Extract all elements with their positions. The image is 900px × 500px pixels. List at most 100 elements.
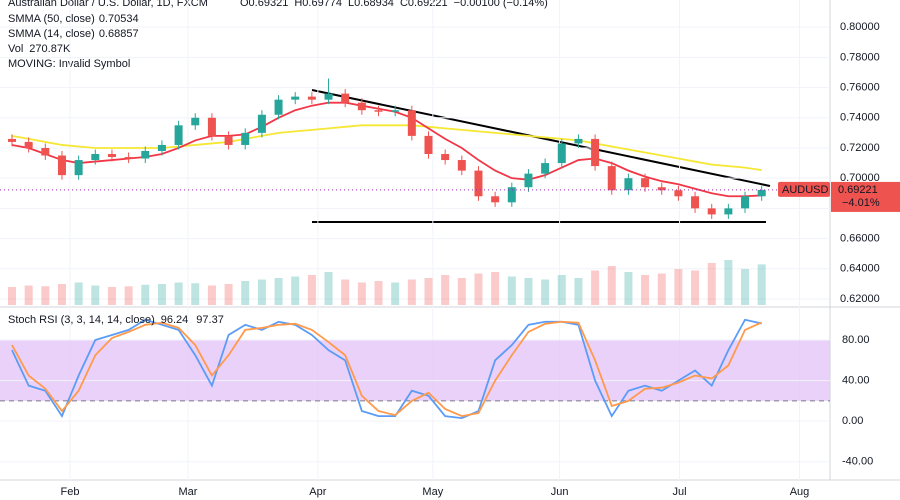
y-tick-label: 0.70000: [840, 172, 880, 184]
candle-body: [424, 135, 433, 155]
y-tick-label: 0.62000: [840, 293, 880, 305]
candle-body: [724, 208, 733, 215]
volume-bar: [7, 287, 16, 305]
candle-body: [541, 163, 550, 174]
volume-bar: [374, 281, 383, 305]
volume-bar: [407, 279, 416, 305]
y-tick-label: 0.74000: [840, 112, 880, 124]
candle-body: [607, 166, 616, 191]
x-tick-label: Jun: [551, 486, 569, 498]
volume-bar: [507, 276, 516, 305]
volume-bar: [724, 260, 733, 305]
volume-bar: [224, 284, 233, 305]
indicator-title: Stoch RSI (3, 3, 14, 14, close): [8, 314, 155, 326]
legend-value: 96.24: [161, 314, 189, 326]
legend-value: 0.70534: [99, 13, 139, 25]
candle-body: [174, 125, 183, 145]
candle-body: [57, 155, 66, 176]
volume-bar: [174, 282, 183, 305]
y-tick-label: 0.78000: [840, 51, 880, 63]
candle-body: [374, 110, 383, 112]
volume-bar: [557, 275, 566, 305]
x-tick-label: May: [422, 486, 443, 498]
volume-bar: [24, 285, 33, 305]
volume-bar: [491, 272, 500, 305]
candle-body: [341, 93, 350, 103]
volume-bar: [457, 278, 466, 305]
candle-body: [624, 178, 633, 191]
candle-body: [757, 189, 766, 197]
volume-bar: [107, 287, 116, 305]
ohlc-value: C0.69221: [400, 0, 448, 9]
price-badge: [831, 181, 900, 212]
stoch-line: [11, 318, 762, 420]
candle-body: [224, 135, 233, 145]
volume-bar: [91, 285, 100, 305]
volume-bar: [641, 275, 650, 305]
ohlc-value: O0.69321: [240, 0, 288, 9]
y-tick-label: 0.80000: [840, 21, 880, 33]
indicator-note: MOVING: Invalid Symbol: [8, 58, 130, 70]
candle-body: [24, 141, 33, 148]
candle-body: [257, 114, 266, 133]
volume-bar: [191, 283, 200, 305]
legend-value: 97.37: [196, 314, 224, 326]
candle-body: [157, 144, 166, 151]
volume-bar: [391, 282, 400, 305]
candle-body: [524, 173, 533, 188]
volume-bar: [124, 286, 133, 305]
volume-bar: [441, 275, 450, 305]
volume-bar: [257, 279, 266, 305]
volume-bar: [657, 273, 666, 305]
legend-value: 0.68857: [99, 28, 139, 40]
candle-body: [557, 143, 566, 164]
volume-bar: [57, 284, 66, 305]
candle-body: [74, 160, 83, 176]
volume-bar: [741, 269, 750, 305]
symbol-badge: [778, 181, 830, 197]
candle-body: [41, 147, 50, 156]
candle-body: [474, 170, 483, 197]
ohlc-value: −0.00100 (−0.14%): [454, 0, 548, 9]
y-tick-label: 0.00: [842, 415, 863, 427]
candle-body: [91, 154, 100, 161]
candle-body: [441, 154, 450, 161]
candle-body: [491, 196, 500, 203]
legend-value: 270.87K: [29, 43, 71, 55]
x-tick-label: Apr: [309, 486, 326, 498]
volume-bar: [324, 272, 333, 305]
volume-bar: [157, 284, 166, 305]
change-label: −4.01%: [842, 197, 880, 209]
candle-body: [691, 196, 700, 209]
candle-body: [324, 93, 333, 100]
volume-bar: [607, 266, 616, 305]
volume-bar: [541, 279, 550, 305]
candle-body: [574, 138, 583, 144]
volume-bar: [307, 275, 316, 305]
legend-name: SMMA (50, close): [8, 13, 95, 25]
volume-bar: [241, 281, 250, 305]
candle-body: [457, 160, 466, 171]
y-tick-label: -40.00: [842, 456, 873, 468]
candle-body: [207, 117, 216, 136]
volume-bar: [274, 278, 283, 305]
candle-body: [591, 138, 600, 167]
candle-body: [707, 208, 716, 215]
candle-body: [357, 102, 366, 111]
candle-body: [391, 110, 400, 112]
candle-body: [274, 99, 283, 115]
x-tick-label: Feb: [60, 486, 79, 498]
volume-bar: [574, 278, 583, 305]
candle-body: [141, 150, 150, 159]
y-tick-label: 0.64000: [840, 263, 880, 275]
volume-bar: [591, 270, 600, 305]
x-tick-label: Aug: [790, 486, 810, 498]
stoch-line: [11, 320, 763, 418]
volume-bar: [474, 273, 483, 305]
moving-average: [11, 101, 762, 198]
ohlc-value: L0.68934: [348, 0, 394, 9]
candle-body: [241, 132, 250, 145]
symbol-label: AUDUSD: [782, 184, 829, 196]
